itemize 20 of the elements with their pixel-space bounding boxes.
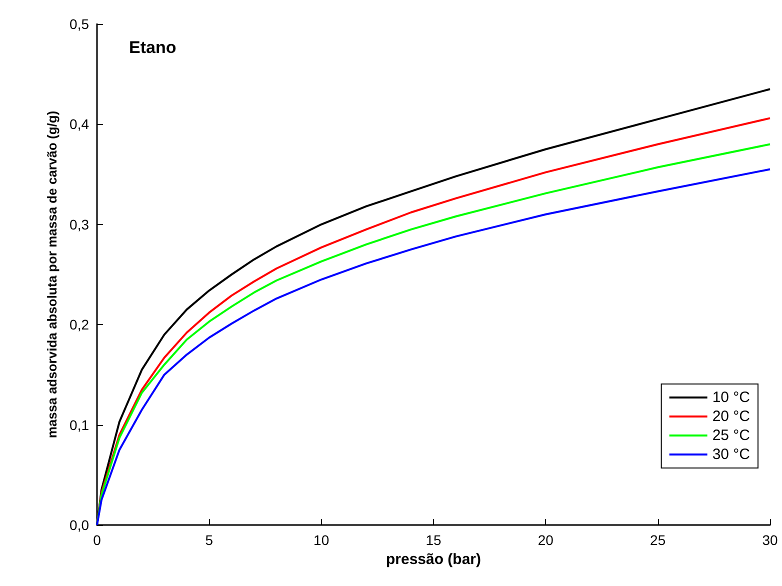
legend-label: 30 °C bbox=[712, 446, 750, 463]
legend-label: 10 °C bbox=[712, 389, 750, 406]
x-axis-title: pressão (bar) bbox=[386, 550, 482, 568]
y-tick-label: 0,1 bbox=[70, 416, 90, 433]
y-tick-label: 0,4 bbox=[70, 116, 90, 132]
y-tick-label: 0,0 bbox=[70, 517, 90, 533]
y-axis-title: massa adsorvida absoluta por massa de carvão (g/g) bbox=[44, 110, 60, 438]
legend-label: 25 °C bbox=[712, 427, 750, 444]
x-tick-label: 30 bbox=[762, 532, 778, 548]
y-tick-label: 0,5 bbox=[70, 16, 90, 32]
text: Etano bbox=[129, 38, 176, 57]
x-tick-label: 5 bbox=[205, 532, 214, 548]
x-tick-label: 25 bbox=[650, 532, 666, 548]
x-tick-label: 10 bbox=[314, 532, 330, 548]
x-tick-label: 20 bbox=[538, 532, 554, 548]
x-tick-label: 0 bbox=[93, 532, 102, 548]
y-tick-label: 0,2 bbox=[70, 316, 90, 333]
legend-label: 20 °C bbox=[712, 408, 750, 425]
x-tick-label: 15 bbox=[426, 532, 442, 548]
y-tick-label: 0,3 bbox=[70, 216, 90, 232]
